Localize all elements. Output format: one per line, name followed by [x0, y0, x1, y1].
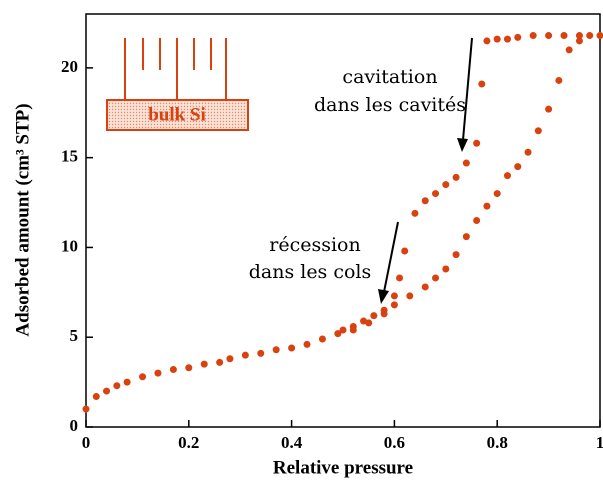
- data-point: [462, 233, 470, 241]
- x-tick-label: 0.4: [281, 433, 303, 452]
- inset-label: bulk Si: [148, 104, 206, 125]
- data-point: [560, 32, 568, 40]
- data-point: [452, 173, 460, 181]
- data-point: [406, 292, 414, 300]
- data-point: [442, 181, 450, 189]
- data-point: [473, 139, 481, 147]
- x-tick-label: 0: [82, 433, 91, 452]
- arrows: [378, 37, 473, 304]
- data-point: [339, 326, 347, 334]
- data-point: [349, 322, 357, 330]
- data-point: [421, 197, 429, 205]
- data-point: [411, 209, 419, 217]
- x-tick-label: 1: [596, 433, 603, 452]
- x-tick-label: 0.8: [487, 433, 508, 452]
- data-point: [390, 292, 398, 300]
- data-point: [200, 360, 208, 368]
- data-point: [478, 80, 486, 88]
- annotation: dans les cavités: [314, 94, 466, 116]
- data-point: [241, 351, 249, 359]
- annotation: dans les cols: [249, 261, 372, 283]
- data-point: [514, 33, 522, 41]
- data-point: [529, 32, 537, 40]
- data-point: [432, 274, 440, 282]
- x-axis-title: Relative pressure: [273, 457, 413, 478]
- y-tick-label: 20: [61, 57, 78, 76]
- data-point: [503, 35, 511, 43]
- data-point: [370, 312, 378, 320]
- annotation: cavitation: [342, 66, 437, 88]
- data-point: [390, 301, 398, 309]
- data-point: [483, 202, 491, 210]
- data-point: [442, 265, 450, 273]
- data-point: [272, 346, 280, 354]
- data-point: [318, 335, 326, 343]
- data-point: [555, 76, 563, 84]
- inset: [106, 38, 249, 131]
- annotation: récession: [269, 234, 360, 256]
- data-point: [185, 364, 193, 372]
- data-point: [524, 148, 532, 156]
- data-point: [154, 369, 162, 377]
- data-point: [575, 37, 583, 45]
- data-point: [534, 127, 542, 135]
- data-point: [360, 317, 368, 325]
- y-tick-label: 10: [61, 236, 78, 255]
- data-point: [226, 355, 234, 363]
- data-point: [216, 358, 224, 366]
- data-point: [257, 349, 265, 357]
- data-point: [503, 172, 511, 180]
- data-point: [545, 32, 553, 40]
- data-point: [123, 378, 131, 386]
- data-point: [473, 217, 481, 224]
- data-point: [493, 190, 501, 198]
- data-point: [401, 247, 409, 255]
- data-point: [432, 190, 440, 198]
- data-point: [92, 392, 100, 400]
- data-point: [452, 251, 460, 259]
- y-tick-label: 5: [70, 326, 79, 345]
- data-point: [103, 387, 111, 395]
- data-point: [483, 37, 491, 45]
- plot-frame: [85, 13, 601, 428]
- data-point: [462, 159, 470, 167]
- data-point: [288, 344, 296, 352]
- data-point: [575, 32, 583, 40]
- data-point: [334, 330, 342, 338]
- data-point: [421, 283, 429, 291]
- data-point: [303, 340, 311, 348]
- y-tick-label: 15: [61, 147, 78, 166]
- data-point: [82, 405, 90, 413]
- y-tick-label: 0: [70, 416, 79, 435]
- data-point: [113, 382, 121, 390]
- data-point: [545, 105, 553, 113]
- data-point: [514, 163, 522, 171]
- data-point: [586, 32, 594, 40]
- data-point: [169, 366, 177, 374]
- x-tick-label: 0.2: [178, 433, 199, 452]
- data-point: [493, 35, 501, 43]
- data-point: [565, 46, 573, 54]
- x-tick-label: 0.6: [384, 433, 405, 452]
- data-point: [596, 32, 603, 40]
- data-point: [396, 274, 404, 282]
- data-point: [380, 306, 388, 314]
- y-axis-title: Adsorbed amount (cm³ STP): [12, 103, 33, 336]
- data-point: [139, 373, 147, 381]
